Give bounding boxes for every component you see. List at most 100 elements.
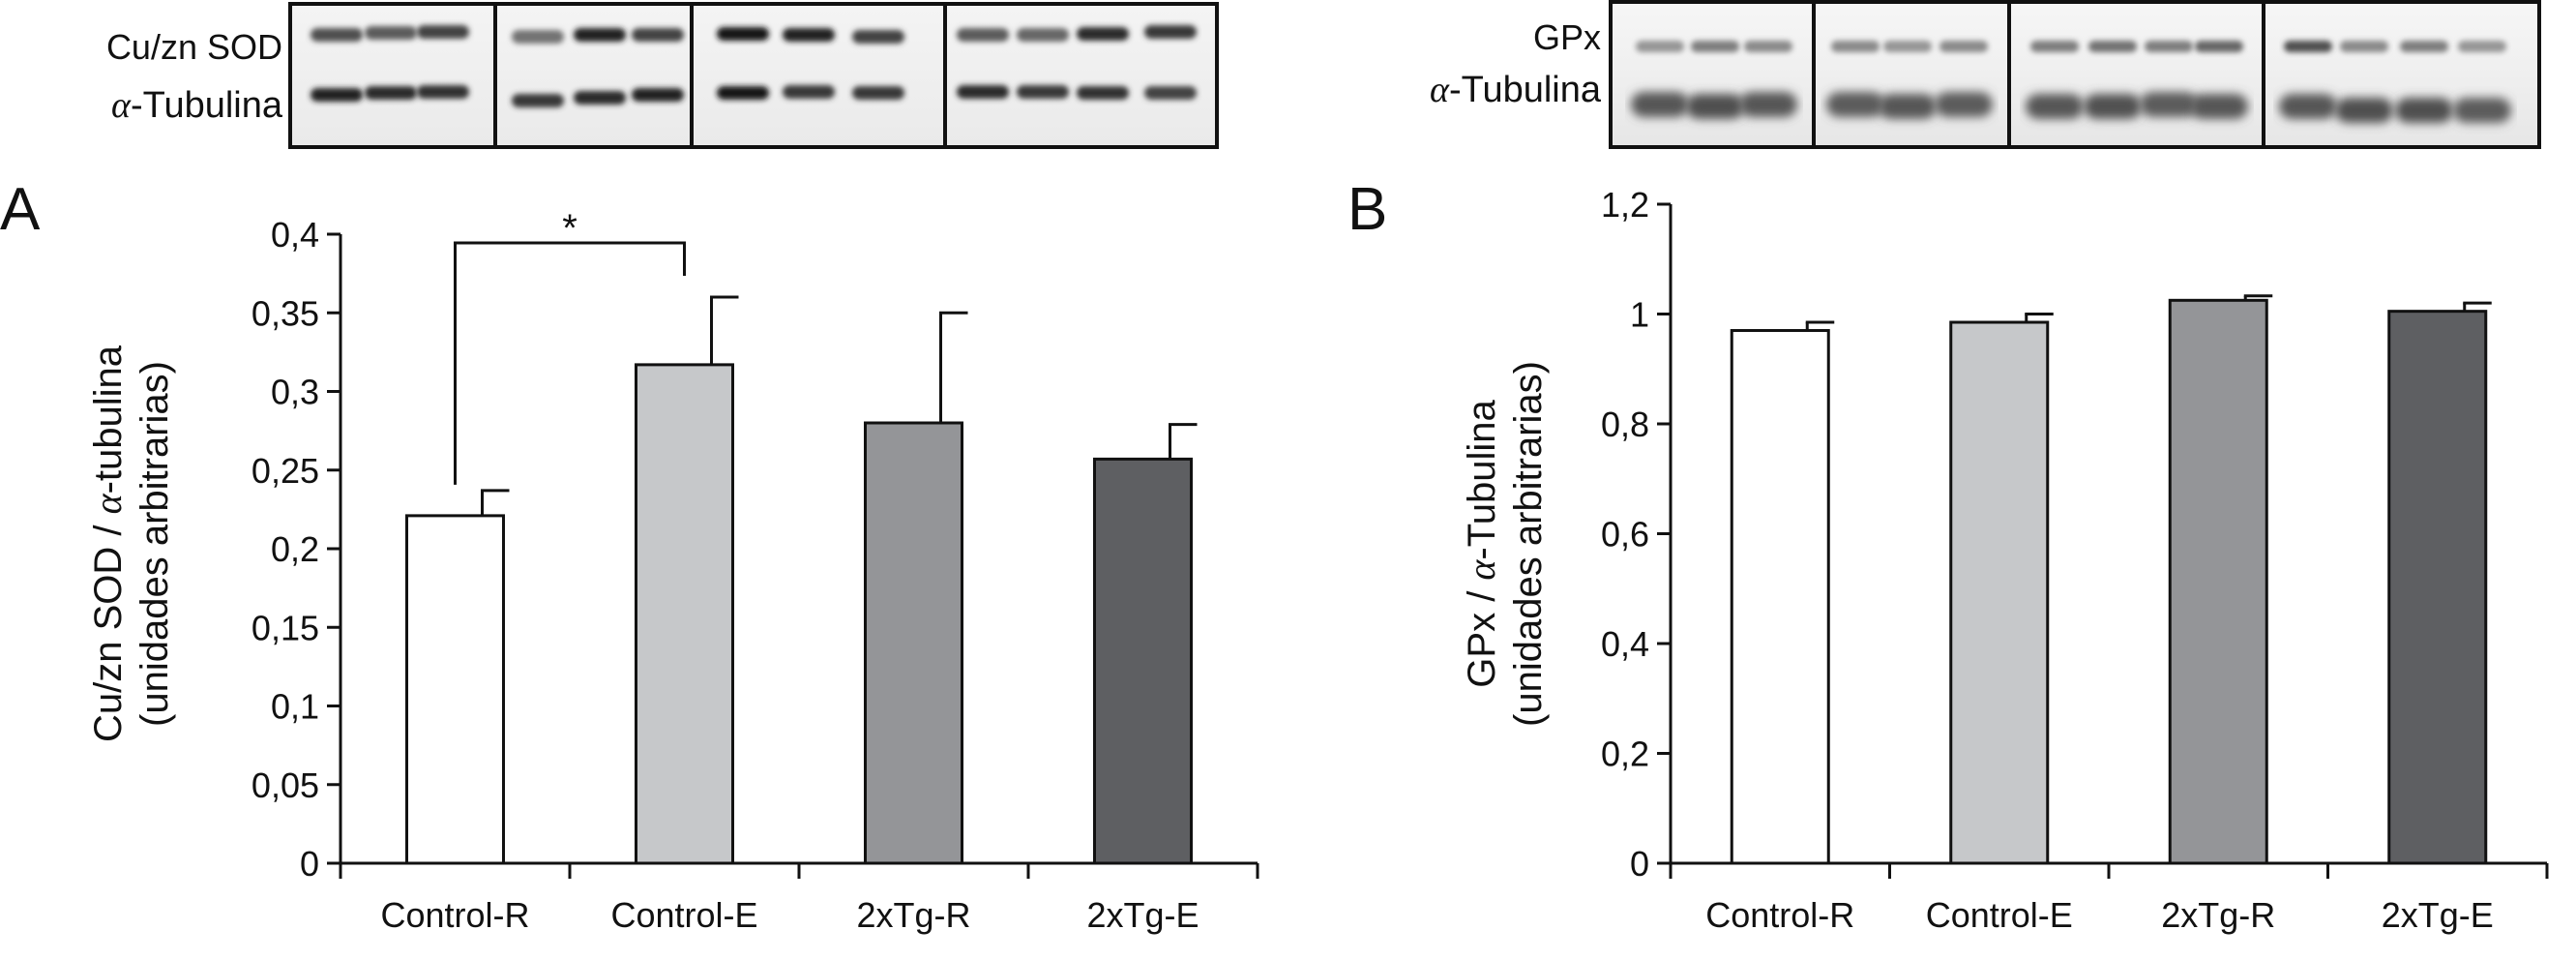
blot-band — [2395, 98, 2453, 123]
chart-b: 0 0,2 0,4 0,6 0,8 1 1,2 Control-R Control-E 2xTg-… — [1601, 185, 2549, 935]
y-tick-label: 0,35 — [252, 293, 319, 333]
blot-b-bands — [1631, 41, 2511, 123]
significance-bracket — [454, 241, 686, 485]
blot-band — [417, 25, 469, 39]
bar — [1730, 329, 1830, 865]
blot-band — [2084, 94, 2142, 119]
blot-band — [2026, 94, 2084, 119]
y-tick-label: 0,3 — [271, 373, 319, 412]
blot-b-label-gpx: GPx — [1533, 17, 1601, 57]
bar — [1093, 457, 1193, 865]
blot-b-label-tubulin: α-Tubulina — [1430, 70, 1602, 110]
blot-band — [2453, 98, 2511, 123]
blot-band — [632, 28, 684, 42]
blot-band — [1631, 92, 1689, 117]
blot-band — [783, 85, 835, 99]
blot-band — [957, 28, 1009, 42]
blot-band — [1017, 28, 1069, 42]
blot-band — [1935, 92, 1993, 117]
blot-band — [1831, 41, 1880, 52]
y-tick-label: 0,1 — [271, 687, 319, 727]
chart-a: 0 0,05 0,1 0,15 0,2 0,25 0,3 0,35 0,4 Control-R Co… — [252, 207, 1259, 935]
blot-band — [783, 28, 835, 42]
bar — [2387, 310, 2488, 865]
blot-band — [1144, 25, 1197, 39]
blot-band — [2458, 41, 2506, 52]
bar — [405, 514, 505, 865]
blot-a-label-tubulin: α-Tubulina — [111, 85, 283, 126]
blot-a-bands — [311, 25, 1197, 107]
blot-band — [1879, 94, 1937, 119]
y-tick-label: 0,2 — [271, 529, 319, 569]
bar — [864, 421, 963, 865]
x-tick-label: Control-R — [1705, 895, 1854, 935]
x-tick-label: 2xTg-R — [856, 895, 970, 935]
y-tick-label: 0,4 — [1601, 624, 1649, 664]
blot-b-dividers — [1812, 2, 2265, 147]
blot-band — [311, 88, 363, 102]
blot-band — [1077, 27, 1129, 41]
bar — [2168, 298, 2268, 865]
y-tick-label: 0 — [300, 844, 319, 884]
blot-band — [1686, 94, 1744, 119]
blot-band — [417, 85, 469, 99]
blot-band — [1739, 92, 1797, 117]
blot-band — [1939, 41, 1988, 52]
blot-band — [1636, 41, 1684, 52]
y-tick-label: 0,2 — [1601, 735, 1649, 774]
blot-band — [2335, 98, 2393, 123]
blot-band — [2145, 41, 2193, 52]
y-tick-label: 0,25 — [252, 451, 319, 491]
panel-b-letter: B — [1347, 176, 1387, 243]
blot-band — [717, 86, 769, 100]
y-tick-label: 0,15 — [252, 608, 319, 647]
blot-band — [957, 85, 1009, 99]
y-tick-label: 1,2 — [1601, 185, 1649, 225]
blot-band — [632, 88, 684, 102]
y-tick-label: 0,4 — [271, 215, 319, 255]
blot-band — [2088, 41, 2137, 52]
blot-band — [1883, 41, 1932, 52]
blot-band — [1826, 92, 1884, 117]
y-tick-label: 1 — [1630, 295, 1649, 335]
blot-band — [1017, 85, 1069, 99]
y-tick-label: 0,6 — [1601, 515, 1649, 555]
y-tick-label: 0 — [1630, 844, 1649, 884]
blot-a: Cu/zn SOD α-Tubulina — [106, 2, 1219, 149]
x-tick-label: 2xTg-E — [1086, 895, 1199, 935]
blot-band — [574, 28, 626, 42]
blot-band — [2284, 41, 2332, 52]
chart-a-ylabel: Cu/zn SOD / α-tubulina (unidades arbitrar… — [86, 345, 176, 742]
blot-band — [574, 91, 626, 105]
x-tick-label: Control-E — [1926, 895, 2073, 935]
panel-a-letter: A — [0, 176, 41, 243]
x-tick-label: Control-R — [380, 895, 529, 935]
blot-band — [2190, 94, 2248, 119]
y-tick-label: 0,05 — [252, 765, 319, 805]
x-tick-label: Control-E — [610, 895, 757, 935]
significance-marker: * — [562, 207, 577, 250]
blot-band — [1077, 86, 1129, 100]
blot-band — [311, 28, 363, 42]
x-tick-label: 2xTg-R — [2161, 895, 2275, 935]
blot-band — [717, 27, 769, 41]
blot-band — [1144, 86, 1197, 100]
blot-a-label-sod: Cu/zn SOD — [106, 27, 282, 67]
blot-b-frame — [1609, 0, 2541, 149]
bar — [635, 363, 734, 865]
blot-band — [2279, 94, 2337, 119]
chart-b-ylabel: GPx / α-Tubulina (unidades arbitrarias) — [1460, 361, 1550, 727]
x-tick-label: 2xTg-E — [2382, 895, 2494, 935]
blot-band — [512, 94, 564, 107]
blot-band — [1691, 41, 1739, 52]
blot-band — [2400, 41, 2448, 52]
blot-band — [852, 30, 904, 44]
blot-band — [852, 86, 904, 100]
blot-band — [365, 26, 417, 40]
blot-band — [2340, 41, 2388, 52]
y-tick-label: 0,8 — [1601, 405, 1649, 444]
blot-b: GPx α-Tubulina — [1430, 0, 2541, 149]
blot-band — [512, 30, 564, 44]
blot-band — [365, 86, 417, 100]
